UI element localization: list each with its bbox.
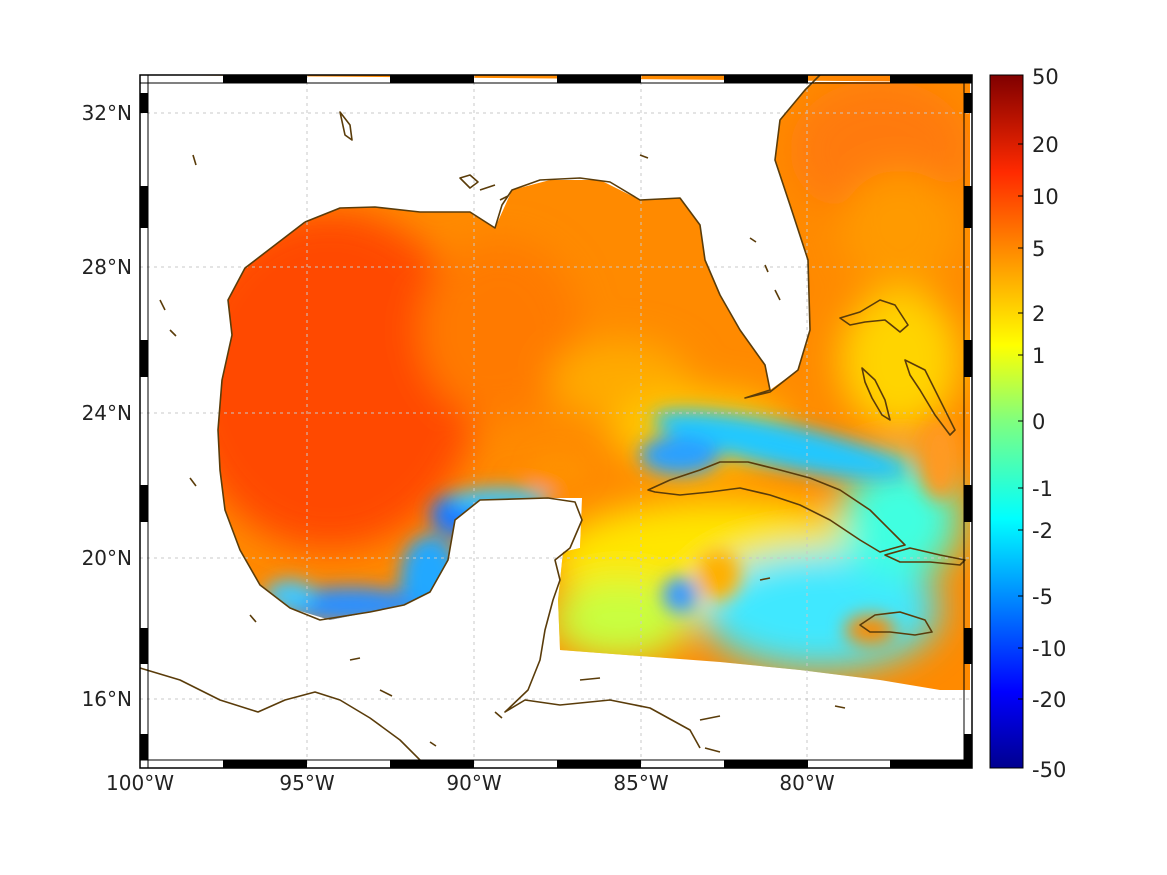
lat-label: 20°N (82, 546, 132, 570)
colorbar-label: -2 (1032, 519, 1053, 543)
colorbar-label: -20 (1032, 688, 1066, 712)
lat-label: 32°N (82, 101, 132, 125)
longitude-labels: 100°W 95°W 90°W 85°W 80°W (106, 771, 835, 795)
lon-label: 90°W (446, 771, 501, 795)
colorbar-label: 20 (1032, 133, 1059, 157)
colorbar-label: 50 (1032, 65, 1059, 89)
lon-label: 85°W (613, 771, 668, 795)
colorbar-label: 1 (1032, 344, 1045, 368)
colorbar-label: 2 (1032, 302, 1045, 326)
colorbar-label: 10 (1032, 185, 1059, 209)
colorbar-label: 5 (1032, 237, 1045, 261)
lon-label: 80°W (779, 771, 834, 795)
ocean-anomaly-field (140, 75, 970, 690)
lon-label: 95°W (279, 771, 334, 795)
map-frame (139, 74, 973, 769)
coastlines (139, 74, 966, 766)
latitude-labels: 32°N 28°N 24°N 20°N 16°N (82, 101, 132, 711)
colorbar-scale (989, 74, 1024, 769)
colorbar-label: -1 (1032, 477, 1053, 501)
graticule (140, 75, 972, 768)
lon-label: 100°W (106, 771, 174, 795)
colorbar-label: -5 (1032, 585, 1053, 609)
colorbar-label: -50 (1032, 758, 1066, 782)
colorbar: 50 20 10 5 2 1 0 -1 -2 -5 -10 -20 -50 (989, 65, 1066, 782)
colorbar-label: 0 (1032, 410, 1045, 434)
colorbar-label: -10 (1032, 637, 1066, 661)
lat-label: 16°N (82, 687, 132, 711)
lat-label: 28°N (82, 255, 132, 279)
lat-label: 24°N (82, 401, 132, 425)
